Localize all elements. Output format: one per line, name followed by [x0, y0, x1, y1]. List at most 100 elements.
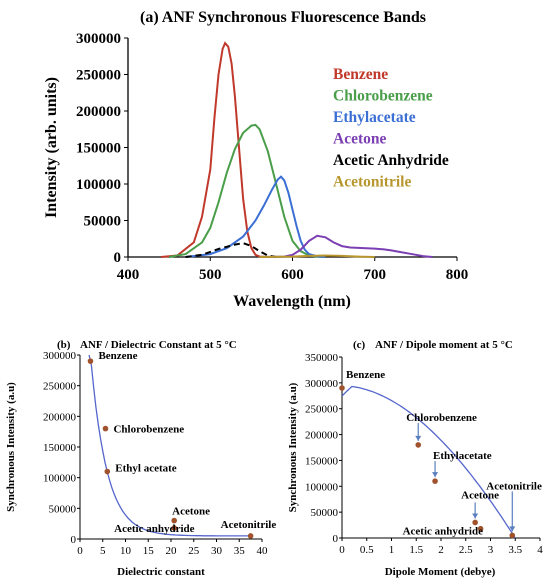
y-tick-label-a: 100000 [76, 177, 121, 193]
x-tick-label-c: 2 [438, 544, 444, 556]
data-point-c [432, 478, 438, 484]
chart-c-title: ANF / Dipole moment at 5 °C [375, 339, 513, 351]
y-tick-label-c: 300000 [305, 378, 339, 390]
x-tick-label-b: 15 [143, 545, 155, 557]
x-tick-label-b: 25 [188, 545, 200, 557]
y-tick-label-b: 150000 [43, 442, 77, 454]
arrow-head-c [472, 513, 479, 519]
x-tick-label-a: 400 [117, 267, 140, 283]
data-point-c [339, 385, 345, 391]
point-label-c: Ethylacetate [433, 450, 492, 462]
x-tick-label-b: 20 [166, 545, 178, 557]
x-tick-label-c: 0.5 [360, 544, 374, 556]
legend-entry-benzene: Benzene [333, 66, 388, 83]
x-tick-label-c: 2.5 [459, 544, 473, 556]
y-tick-label-c: 150000 [305, 455, 339, 467]
y-tick-label-c: 350000 [305, 352, 339, 364]
x-tick-label-a: 800 [446, 267, 469, 283]
point-label-b: Chlorobenzene [113, 424, 184, 436]
data-point-b [102, 425, 109, 432]
series-line-benzene [160, 41, 268, 258]
x-tick-label-c: 0 [339, 544, 345, 556]
y-tick-label-b: 100000 [43, 473, 77, 485]
legend-entry-acetic-anhydride: Acetic Anhydride [333, 152, 449, 169]
x-tick-label-a: 600 [281, 267, 304, 283]
y-tick-label-a: 0 [114, 250, 122, 266]
point-label-b: Ethyl acetate [115, 463, 177, 475]
x-tick-label-c: 3 [488, 544, 494, 556]
x-tick-label-b: 0 [77, 545, 83, 557]
data-point-b [171, 517, 177, 524]
arrow-head-c [509, 526, 516, 532]
legend-entry-acetonitrile: Acetonitrile [333, 174, 411, 191]
y-tick-label-b: 300000 [43, 350, 77, 362]
arrow-head-c [432, 472, 439, 478]
legend-entry-acetone: Acetone [333, 131, 386, 148]
x-tick-label-c: 1.5 [409, 544, 423, 556]
point-label-b: Acetone [172, 506, 210, 518]
x-tick-label-c: 1 [389, 544, 395, 556]
y-tick-label-c: 200000 [305, 430, 339, 442]
y-tick-label-a: 200000 [76, 104, 121, 120]
chart-a-title: (a) ANF Synchronous Fluorescence Bands [140, 9, 426, 26]
data-point-c [472, 519, 478, 526]
chart-b-title: ANF / Dielectric Constant at 5 °C [80, 339, 237, 351]
panel-a: (a) ANF Synchronous Fluorescence Bands 0 5… [43, 9, 468, 310]
series-line-chlorobenzene [168, 123, 326, 258]
chart-a-ylabel: Intensity (arb. units) [43, 77, 60, 218]
series-line-acetone [259, 234, 433, 258]
fit-curve-b [88, 354, 253, 537]
y-tick-label-c: 250000 [305, 404, 339, 416]
x-tick-label-b: 5 [100, 545, 106, 557]
y-tick-label-b: 0 [71, 534, 77, 546]
x-tick-label-b: 35 [234, 545, 246, 557]
y-tick-label-b: 200000 [43, 411, 77, 423]
chart-b-panel-label: (b) [57, 339, 71, 351]
x-tick-label-c: 4 [537, 544, 543, 556]
legend-entry-ethylacetate: Ethylacetate [333, 109, 416, 126]
data-point-b [247, 533, 254, 539]
x-tick-label-b: 30 [211, 545, 223, 557]
data-point-b [87, 358, 94, 364]
point-label-c: Acetone [461, 489, 499, 501]
y-tick-label-a: 50000 [84, 214, 122, 230]
x-tick-label-a: 700 [364, 267, 387, 283]
data-point-c [509, 532, 516, 539]
x-tick-label-b: 10 [120, 545, 132, 557]
chart-c-panel-label: (c) [353, 339, 366, 351]
y-tick-label-a: 250000 [76, 68, 121, 84]
point-label-b: Benzene [98, 350, 137, 362]
y-tick-label-c: 100000 [305, 481, 339, 493]
data-point-c [477, 525, 484, 532]
point-label-b: Acetic anhydride [114, 523, 194, 535]
y-tick-label-b: 250000 [43, 381, 77, 393]
chart-a-xlabel: Wavelength (nm) [233, 293, 351, 310]
y-tick-label-c: 50000 [311, 507, 339, 519]
point-label-b: Acetonitrile [221, 519, 277, 531]
series-line-ethylacetate [185, 175, 326, 258]
y-tick-label-a: 300000 [76, 31, 121, 47]
point-label-c: Acetic anhydride [403, 526, 483, 538]
panel-c: (c) ANF / Dipole moment at 5 °C 0 50000 1000… [287, 339, 543, 578]
chart-b-xlabel: Dielectric constant [117, 566, 205, 578]
x-tick-label-a: 500 [199, 267, 222, 283]
series-line-acetonitrile [259, 254, 375, 258]
y-tick-label-c: 0 [333, 533, 339, 545]
series-line-acetic-anhydride [185, 242, 277, 258]
legend-entry-chlorobenzene: Chlorobenzene [333, 88, 433, 105]
y-tick-label-a: 150000 [76, 141, 121, 157]
chart-c-xlabel: Dipole Moment (debye) [385, 566, 496, 578]
point-label-c: Benzene [346, 369, 385, 381]
arrow-head-c [415, 435, 422, 441]
point-label-c: Acetonitrile [486, 480, 542, 492]
chart-c-ylabel: Synchronous Intensity (a.u) [287, 382, 299, 512]
x-tick-label-b: 40 [257, 545, 269, 557]
data-point-b [104, 468, 111, 475]
data-point-b [171, 525, 177, 531]
point-label-c: Chlorobenzene [406, 412, 477, 424]
fit-curve-c [341, 385, 516, 539]
y-tick-label-b: 50000 [49, 503, 77, 515]
data-point-c [415, 442, 422, 448]
chart-b-ylabel: Synchronous Intensity (a.u) [5, 382, 17, 512]
